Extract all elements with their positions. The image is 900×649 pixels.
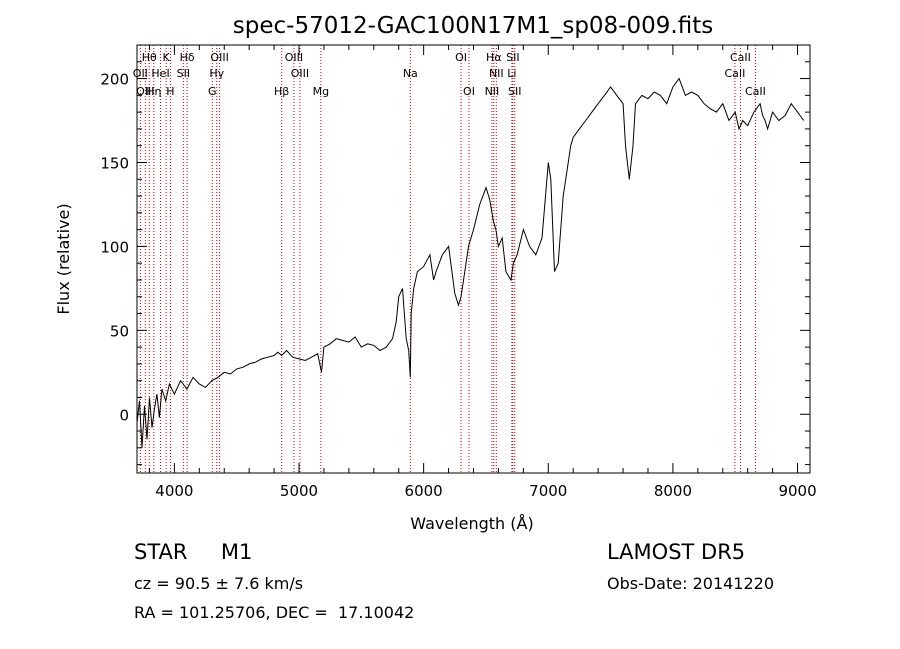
survey-name: LAMOST DR5 bbox=[607, 540, 746, 564]
redshift-readout: cz = 90.5 ± 7.6 km/s bbox=[134, 574, 304, 593]
x-axis: 4000 5000 6000 7000 8000 9000 bbox=[148, 45, 817, 500]
y-tick-label: 50 bbox=[110, 322, 129, 340]
line-label: Hθ bbox=[142, 51, 157, 64]
x-axis-label: Wavelength (Å) bbox=[410, 514, 533, 533]
y-tick-label: 100 bbox=[100, 238, 129, 256]
spectral-line-labels: Hθ K Hδ OIII OIII OI Hα SII CaII OII HeI SII Hγ OIII N… bbox=[133, 51, 766, 98]
line-label: OI bbox=[463, 85, 475, 98]
line-label: H bbox=[166, 85, 174, 98]
x-tick-label: 4000 bbox=[155, 482, 193, 500]
coordinates-readout: RA = 101.25706, DEC = 17.10042 bbox=[134, 603, 415, 622]
y-tick-label: 200 bbox=[100, 71, 129, 89]
x-tick-label: 6000 bbox=[405, 482, 443, 500]
line-label: K bbox=[163, 51, 171, 64]
line-label: Hβ bbox=[274, 85, 289, 98]
line-label: NII bbox=[485, 85, 500, 98]
star-classification: STAR M1 bbox=[134, 540, 253, 564]
line-label: Na bbox=[403, 67, 418, 80]
line-label: Mg bbox=[313, 85, 329, 98]
line-label: CaII bbox=[730, 51, 751, 64]
x-tick-label: 7000 bbox=[529, 482, 567, 500]
line-label: CaII bbox=[745, 85, 766, 98]
x-tick-label: 8000 bbox=[654, 482, 692, 500]
y-axis: 0 50 100 150 200 bbox=[100, 44, 810, 466]
line-label: NII bbox=[489, 67, 504, 80]
line-label: HeI bbox=[151, 67, 169, 80]
line-label: Hδ bbox=[180, 51, 195, 64]
spectrum-line bbox=[136, 77, 805, 448]
chart-title: spec-57012-GAC100N17M1_sp08-009.fits bbox=[233, 13, 713, 39]
y-tick-label: 150 bbox=[100, 154, 129, 172]
line-label: OI bbox=[455, 51, 467, 64]
line-label: OIII bbox=[291, 67, 309, 80]
line-label: G bbox=[208, 85, 217, 98]
x-tick-label: 9000 bbox=[778, 482, 816, 500]
line-label: CaII bbox=[725, 67, 746, 80]
plot-frame bbox=[136, 44, 811, 474]
y-axis-label: Flux (relative) bbox=[54, 203, 73, 314]
line-label: Hη bbox=[146, 85, 161, 98]
line-label: SII bbox=[177, 67, 190, 80]
line-label: SII bbox=[508, 85, 521, 98]
spectral-line-markers bbox=[139, 45, 756, 473]
observation-date: Obs-Date: 20141220 bbox=[607, 574, 775, 593]
x-tick-label: 5000 bbox=[280, 482, 318, 500]
line-label: OIII bbox=[210, 51, 228, 64]
line-label: OIII bbox=[285, 51, 303, 64]
line-label: Li bbox=[507, 67, 516, 80]
line-label: Hα bbox=[486, 51, 502, 64]
line-label: OII bbox=[133, 67, 148, 80]
y-tick-label: 0 bbox=[119, 406, 129, 424]
line-label: OIII bbox=[136, 85, 154, 98]
line-label: SII bbox=[506, 51, 519, 64]
line-label: Hγ bbox=[209, 67, 224, 80]
